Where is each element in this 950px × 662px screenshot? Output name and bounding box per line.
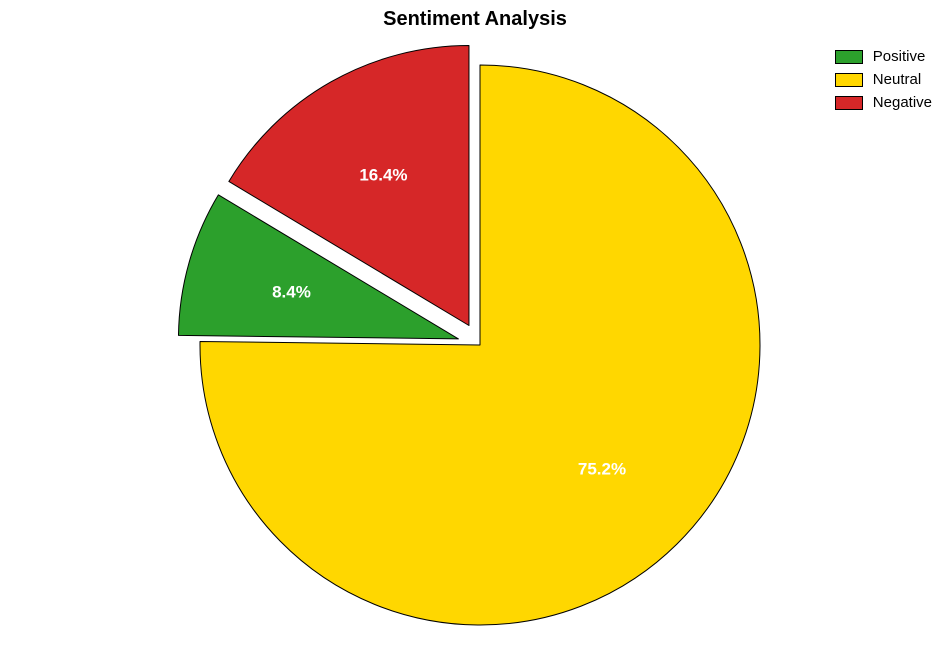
pie-chart: 16.4% 8.4% 75.2%: [0, 40, 950, 660]
chart-title: Sentiment Analysis: [0, 8, 950, 31]
pie-slice-label: 75.2%: [578, 460, 626, 479]
pie-slice-label: 16.4%: [359, 165, 407, 184]
pie-slice-label: 8.4%: [272, 283, 311, 302]
